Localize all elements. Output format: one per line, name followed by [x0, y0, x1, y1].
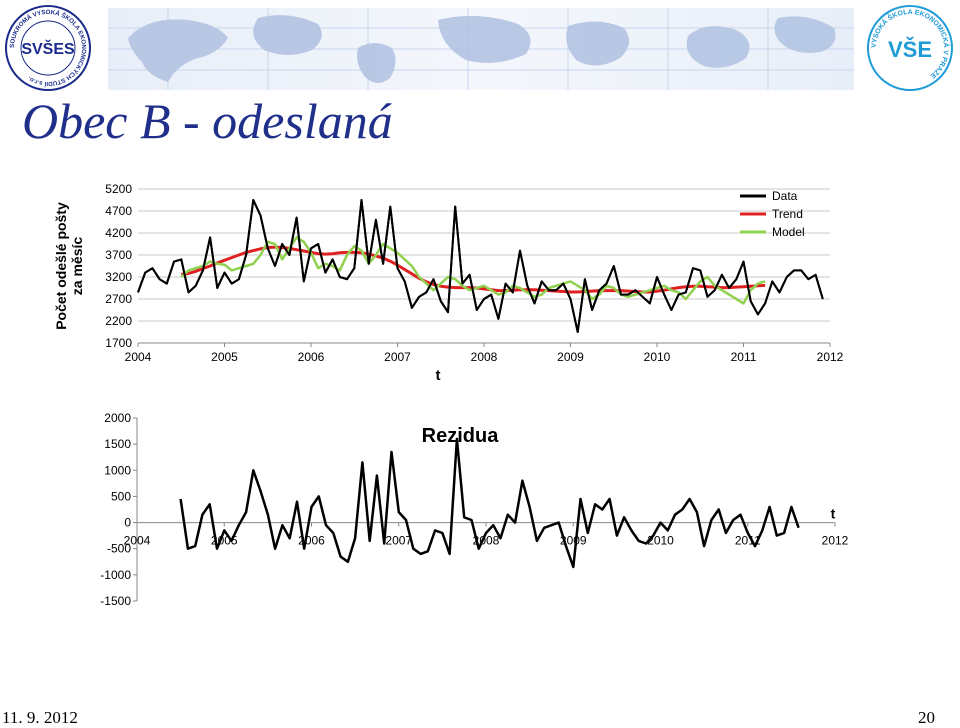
chart-title: Rezidua [422, 425, 500, 447]
y-tick-label: 1700 [105, 336, 132, 350]
page-title: Obec B - odeslaná [22, 93, 393, 149]
y-tick-label: 1500 [104, 437, 131, 451]
legend-label: Data [772, 189, 798, 203]
series-line-data-overlay [137, 199, 824, 333]
residuals-line [179, 437, 800, 569]
y-tick-label: 4200 [105, 226, 132, 240]
y-tick-label: 1000 [104, 463, 131, 477]
world-map-banner-icon [108, 8, 854, 90]
x-tick-label: 2012 [822, 534, 849, 548]
vse-logo-text: VŠE [888, 37, 932, 62]
time-series-chart: 1700 2200 2700 3200 3700 4200 4700 5200 2004 2005… [53, 182, 844, 384]
x-tick-label: 2010 [644, 350, 671, 364]
y-tick-label: 500 [111, 489, 131, 503]
x-tick-label: 2004 [125, 350, 152, 364]
series-line-data [137, 199, 824, 333]
x-tick-label: 2009 [557, 350, 584, 364]
legend-label: Model [772, 225, 805, 239]
series-line-trend [181, 245, 766, 294]
y-tick-label: 3700 [105, 248, 132, 262]
y-tick-label: -500 [107, 542, 131, 556]
x-tick-label: 2006 [298, 350, 325, 364]
x-axis-label: t [831, 506, 836, 522]
y-tick-label: 0 [124, 516, 131, 530]
y-tick-label: 2200 [105, 314, 132, 328]
x-tick-label: 2007 [385, 534, 412, 548]
x-tick-label: 2005 [211, 350, 238, 364]
y-axis-label-line2: za měsíc [69, 237, 85, 296]
y-tick-label: -1000 [100, 568, 131, 582]
y-axis-label-line1: Počet odešlé pošty [53, 202, 69, 330]
y-tick-label: 5200 [105, 182, 132, 196]
footer-date: 11. 9. 2012 [2, 708, 78, 727]
y-tick-label: 3200 [105, 270, 132, 284]
y-tick-label: 4700 [105, 204, 132, 218]
page-number: 20 [918, 708, 935, 727]
x-axis-label: t [436, 367, 441, 384]
y-tick-label: 2700 [105, 292, 132, 306]
y-tick-label: 2000 [104, 411, 131, 425]
x-tick-label: 2004 [124, 534, 151, 548]
x-tick-label: 2011 [731, 350, 757, 364]
x-tick-label: 2010 [647, 534, 674, 548]
svses-logo-text: SVŠES [21, 39, 75, 58]
vse-seal-icon: VYSOKÁ ŠKOLA EKONOMICKÁ V PRAZE VŠE [866, 4, 954, 92]
legend-label: Trend [772, 207, 803, 221]
x-tick-label: 2012 [817, 350, 844, 364]
x-tick-label: 2008 [471, 350, 498, 364]
svses-seal-icon: SOUKROMÁ VYSOKÁ ŠKOLA EKONOMICKÝCH STUDI… [4, 4, 92, 92]
world-map-graphic [108, 8, 854, 90]
y-tick-label: -1500 [100, 594, 131, 608]
x-tick-label: 2008 [473, 534, 500, 548]
x-tick-label: 2007 [384, 350, 411, 364]
